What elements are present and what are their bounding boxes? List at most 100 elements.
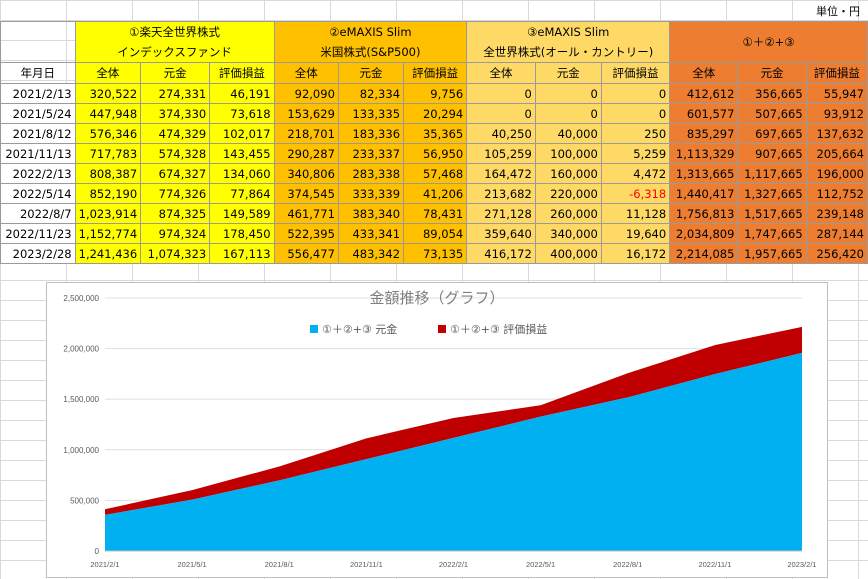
value-cell[interactable]: 92,090 xyxy=(273,83,339,104)
value-cell[interactable]: 102,017 xyxy=(209,123,275,144)
value-cell[interactable]: 356,665 xyxy=(737,83,807,104)
value-cell[interactable]: 143,455 xyxy=(209,143,275,164)
value-cell[interactable]: 40,000 xyxy=(534,123,602,144)
value-cell[interactable]: 697,665 xyxy=(737,123,807,144)
value-cell[interactable]: 1,747,665 xyxy=(737,223,807,244)
date-cell[interactable]: 2022/8/7 xyxy=(0,203,76,224)
date-cell[interactable]: 2022/11/23 xyxy=(0,223,76,244)
value-cell[interactable]: 576,346 xyxy=(74,123,142,144)
value-cell[interactable]: 2,214,085 xyxy=(669,243,739,264)
value-cell[interactable]: 9,756 xyxy=(403,83,468,104)
value-cell[interactable]: 55,947 xyxy=(805,83,868,104)
value-cell[interactable]: 256,420 xyxy=(805,243,868,264)
value-cell[interactable]: 835,297 xyxy=(669,123,739,144)
value-cell[interactable]: 0 xyxy=(466,83,536,104)
value-cell[interactable]: 100,000 xyxy=(534,143,602,164)
header-gain[interactable]: 評価損益 xyxy=(403,62,468,84)
value-cell[interactable]: 2,034,809 xyxy=(669,223,739,244)
value-cell[interactable]: 1,152,774 xyxy=(74,223,142,244)
value-cell[interactable]: 133,335 xyxy=(337,103,405,124)
value-cell[interactable]: 808,387 xyxy=(74,163,142,184)
value-cell[interactable]: 522,395 xyxy=(273,223,339,244)
date-cell[interactable]: 2022/2/13 xyxy=(0,163,76,184)
value-cell[interactable]: 19,640 xyxy=(600,223,671,244)
value-cell[interactable]: 374,330 xyxy=(140,103,211,124)
value-cell[interactable]: 290,287 xyxy=(273,143,339,164)
value-cell[interactable]: 260,000 xyxy=(534,203,602,224)
value-cell[interactable]: 0 xyxy=(534,103,602,124)
value-cell[interactable]: 149,589 xyxy=(209,203,275,224)
value-cell[interactable]: 105,259 xyxy=(466,143,536,164)
value-cell[interactable]: 0 xyxy=(534,83,602,104)
value-cell[interactable]: 167,113 xyxy=(209,243,275,264)
header-principal[interactable]: 元金 xyxy=(337,62,405,84)
chart-area[interactable]: 0 500,000 1,000,000 1,500,000 2,000,000 2,500… xyxy=(46,282,828,578)
value-cell[interactable]: 35,365 xyxy=(403,123,468,144)
group-header-4[interactable]: ①＋②+③ xyxy=(669,21,868,63)
value-cell[interactable]: 46,191 xyxy=(209,83,275,104)
value-cell[interactable]: 852,190 xyxy=(74,183,142,204)
value-cell[interactable]: 907,665 xyxy=(737,143,807,164)
value-cell[interactable]: 218,701 xyxy=(273,123,339,144)
value-cell[interactable]: 73,135 xyxy=(403,243,468,264)
value-cell[interactable]: 574,328 xyxy=(140,143,211,164)
value-cell[interactable]: 287,144 xyxy=(805,223,868,244)
value-cell[interactable]: 412,612 xyxy=(669,83,739,104)
value-cell[interactable]: 774,326 xyxy=(140,183,211,204)
value-cell[interactable]: 1,440,417 xyxy=(669,183,739,204)
value-cell[interactable]: 0 xyxy=(600,103,671,124)
group-header-3[interactable]: ③eMAXIS Slim 全世界株式(オール・カントリー) xyxy=(466,21,671,63)
value-cell[interactable]: 416,172 xyxy=(466,243,536,264)
header-gain[interactable]: 評価損益 xyxy=(209,62,275,84)
value-cell[interactable]: 1,241,436 xyxy=(74,243,142,264)
value-cell[interactable]: 239,148 xyxy=(805,203,868,224)
value-cell[interactable]: 196,000 xyxy=(805,163,868,184)
value-cell[interactable]: 359,640 xyxy=(466,223,536,244)
value-cell[interactable]: 283,338 xyxy=(337,163,405,184)
value-cell[interactable]: 974,324 xyxy=(140,223,211,244)
group-header-2[interactable]: ②eMAXIS Slim 米国株式(S&P500) xyxy=(273,21,468,63)
value-cell[interactable]: 164,472 xyxy=(466,163,536,184)
header-principal[interactable]: 元金 xyxy=(737,62,807,84)
value-cell[interactable]: 1,113,329 xyxy=(669,143,739,164)
value-cell[interactable]: 82,334 xyxy=(337,83,405,104)
value-cell[interactable]: 1,117,665 xyxy=(737,163,807,184)
value-cell[interactable]: 874,325 xyxy=(140,203,211,224)
date-cell[interactable]: 2021/11/13 xyxy=(0,143,76,164)
header-gain[interactable]: 評価損益 xyxy=(805,62,868,84)
value-cell[interactable]: 5,259 xyxy=(600,143,671,164)
value-cell[interactable]: 447,948 xyxy=(74,103,142,124)
value-cell[interactable]: 233,337 xyxy=(337,143,405,164)
date-cell[interactable]: 2021/2/13 xyxy=(0,83,76,104)
value-cell[interactable]: 4,472 xyxy=(600,163,671,184)
value-cell[interactable]: 1,074,323 xyxy=(140,243,211,264)
value-cell[interactable]: 178,450 xyxy=(209,223,275,244)
value-cell[interactable]: 57,468 xyxy=(403,163,468,184)
header-principal[interactable]: 元金 xyxy=(534,62,602,84)
value-cell[interactable]: 205,664 xyxy=(805,143,868,164)
value-cell[interactable]: 601,577 xyxy=(669,103,739,124)
corner-cell[interactable] xyxy=(0,21,76,63)
value-cell[interactable]: 1,023,914 xyxy=(74,203,142,224)
date-header[interactable]: 年月日 xyxy=(0,62,76,84)
value-cell[interactable]: 400,000 xyxy=(534,243,602,264)
value-cell[interactable]: 374,545 xyxy=(273,183,339,204)
value-cell[interactable]: 41,206 xyxy=(403,183,468,204)
value-cell[interactable]: 160,000 xyxy=(534,163,602,184)
value-cell[interactable]: 474,329 xyxy=(140,123,211,144)
value-cell[interactable]: 271,128 xyxy=(466,203,536,224)
value-cell[interactable]: 461,771 xyxy=(273,203,339,224)
value-cell[interactable]: 333,339 xyxy=(337,183,405,204)
value-cell[interactable]: 56,950 xyxy=(403,143,468,164)
value-cell[interactable]: 250 xyxy=(600,123,671,144)
value-cell[interactable]: 483,342 xyxy=(337,243,405,264)
header-principal[interactable]: 元金 xyxy=(140,62,211,84)
value-cell[interactable]: 112,752 xyxy=(805,183,868,204)
value-cell[interactable]: 77,864 xyxy=(209,183,275,204)
value-cell[interactable]: 40,250 xyxy=(466,123,536,144)
value-cell[interactable]: 340,806 xyxy=(273,163,339,184)
value-cell[interactable]: 220,000 xyxy=(534,183,602,204)
value-cell[interactable]: 433,341 xyxy=(337,223,405,244)
date-cell[interactable]: 2021/5/24 xyxy=(0,103,76,124)
header-total[interactable]: 全体 xyxy=(669,62,739,84)
